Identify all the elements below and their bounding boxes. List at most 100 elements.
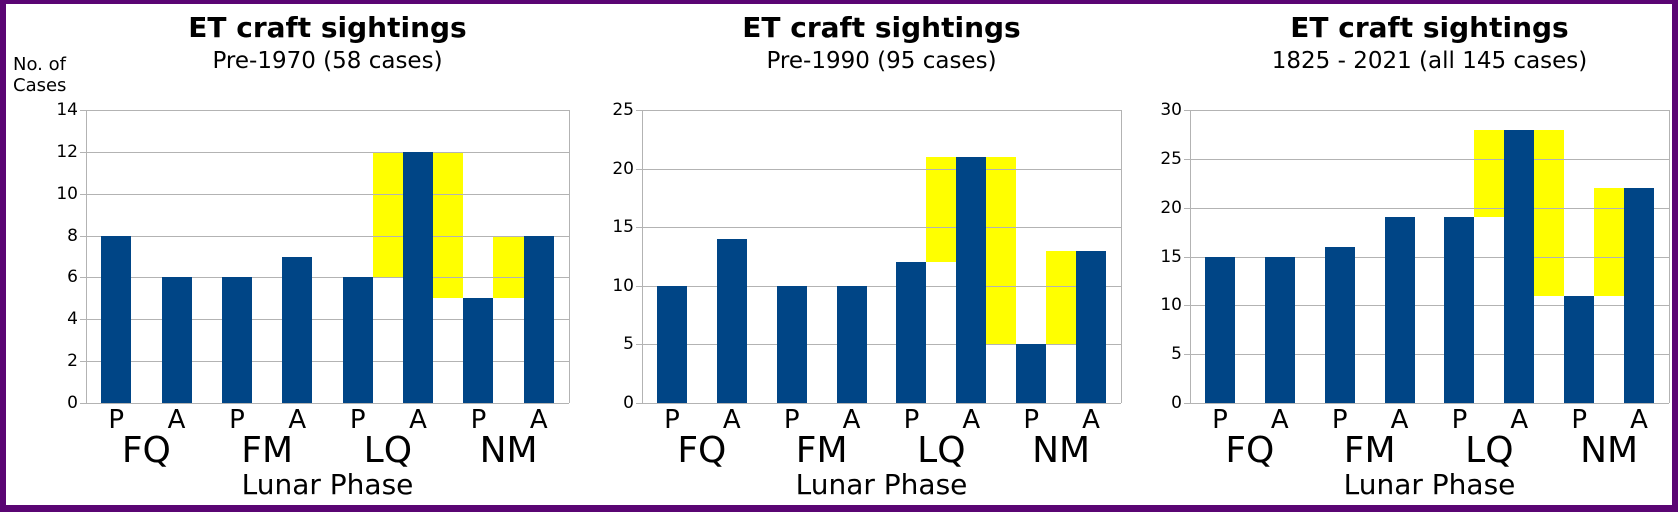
y-axis-line <box>1190 110 1191 403</box>
phase-tick-label: A <box>529 405 548 435</box>
chart-subtitle: Pre-1990 (95 cases) <box>766 48 997 74</box>
phase-tick-label: A <box>1270 405 1289 435</box>
frame-border-bottom <box>0 505 1678 512</box>
phase-tick-label: A <box>1510 405 1529 435</box>
y-tick-label: 10 <box>56 183 78 204</box>
highlight-band <box>1594 188 1625 296</box>
group-label: NM <box>1032 430 1091 471</box>
chart-subtitle: Pre-1970 (58 cases) <box>212 48 443 74</box>
phase-tick-label: P <box>1571 405 1588 435</box>
bar <box>1264 256 1295 403</box>
gridline <box>1184 256 1669 258</box>
gridline <box>636 227 1121 229</box>
bar <box>101 235 132 403</box>
gridline <box>636 344 1121 346</box>
bar <box>1016 344 1047 403</box>
frame-border-left <box>0 0 6 512</box>
group-label: NM <box>479 430 538 471</box>
gridline <box>1184 354 1669 356</box>
highlight-band <box>372 151 404 278</box>
chart-subtitle: 1825 - 2021 (all 145 cases) <box>1271 48 1588 74</box>
x-axis-title: Lunar Phase <box>241 468 414 501</box>
y-tick-label: 2 <box>67 351 78 372</box>
phase-tick-label: A <box>1630 405 1648 435</box>
bar <box>342 277 373 403</box>
group-label: FQ <box>121 430 171 471</box>
y-axis-label-line: No. of <box>13 54 66 75</box>
gridline <box>80 193 569 195</box>
bar <box>776 285 807 403</box>
x-axis-title: Lunar Phase <box>795 468 968 501</box>
y-axis-label: No. of Cases <box>13 54 66 96</box>
group-label: LQ <box>1465 430 1514 471</box>
bar <box>403 151 434 403</box>
y-tick-label: 20 <box>612 158 634 179</box>
y-tick-label: 15 <box>612 217 634 238</box>
y-tick-label: 14 <box>56 100 78 120</box>
group-label: LQ <box>363 430 413 471</box>
bar <box>656 285 687 403</box>
bar <box>836 285 867 403</box>
group-label: FQ <box>677 430 727 471</box>
y-tick-label: 0 <box>67 393 78 413</box>
y-axis-label-line: Cases <box>13 75 67 96</box>
y-tick-label: 4 <box>67 309 78 330</box>
phase-tick-label: P <box>349 405 366 435</box>
group-label: FQ <box>1225 430 1275 471</box>
gridline <box>636 403 1121 404</box>
phase-tick-label: P <box>470 405 487 435</box>
phase-tick-label: A <box>1082 405 1100 435</box>
chart-title: ET craft sightings <box>742 11 1021 44</box>
group-label: FM <box>795 430 848 471</box>
highlight-band <box>1474 129 1505 218</box>
y-axis-line <box>642 110 643 403</box>
bar <box>1624 188 1655 403</box>
gridline <box>80 403 569 404</box>
phase-tick-label: P <box>1451 405 1468 435</box>
y-tick-label: 0 <box>623 393 634 413</box>
bar <box>716 238 747 403</box>
gridline <box>1184 207 1669 209</box>
y-tick-label: 10 <box>612 275 634 296</box>
gridline <box>80 235 569 237</box>
bar <box>1504 129 1535 403</box>
gridline <box>80 361 569 363</box>
gridline <box>80 319 569 321</box>
highlight-band <box>926 156 957 263</box>
highlight-band <box>1534 129 1565 296</box>
gridline <box>1184 158 1669 160</box>
chart-title: ET craft sightings <box>1290 11 1569 44</box>
gridline <box>636 110 1121 111</box>
bar <box>956 156 987 403</box>
y-tick-label: 30 <box>1160 100 1182 120</box>
group-label: FM <box>1343 430 1396 471</box>
y-tick-label: 25 <box>1160 148 1182 169</box>
highlight-band <box>986 156 1017 345</box>
plot-right-border <box>569 110 570 403</box>
phase-tick-label: A <box>722 405 741 435</box>
bar <box>282 256 313 403</box>
phase-tick-label: A <box>1390 405 1409 435</box>
gridline <box>1184 403 1669 404</box>
y-tick-label: 6 <box>67 267 78 288</box>
y-tick-label: 5 <box>1171 344 1182 365</box>
y-tick-label: 8 <box>67 225 78 246</box>
plot-right-border <box>1669 110 1670 403</box>
phase-tick-label: P <box>783 405 800 435</box>
bar <box>1564 295 1595 403</box>
y-tick-label: 10 <box>1160 295 1182 316</box>
chart-title: ET craft sightings <box>188 11 467 44</box>
phase-tick-label: A <box>409 405 427 435</box>
gridline <box>80 110 569 111</box>
y-axis-line <box>86 110 87 403</box>
group-label: FM <box>241 430 294 471</box>
y-tick-label: 15 <box>1160 246 1182 267</box>
y-tick-label: 5 <box>623 334 634 355</box>
phase-tick-label: P <box>1331 405 1348 435</box>
phase-tick-label: A <box>167 405 186 435</box>
y-tick-label: 0 <box>1171 393 1182 413</box>
gridline <box>80 151 569 153</box>
phase-tick-label: P <box>903 405 920 435</box>
bar <box>1444 217 1475 403</box>
y-tick-label: 12 <box>56 141 78 162</box>
